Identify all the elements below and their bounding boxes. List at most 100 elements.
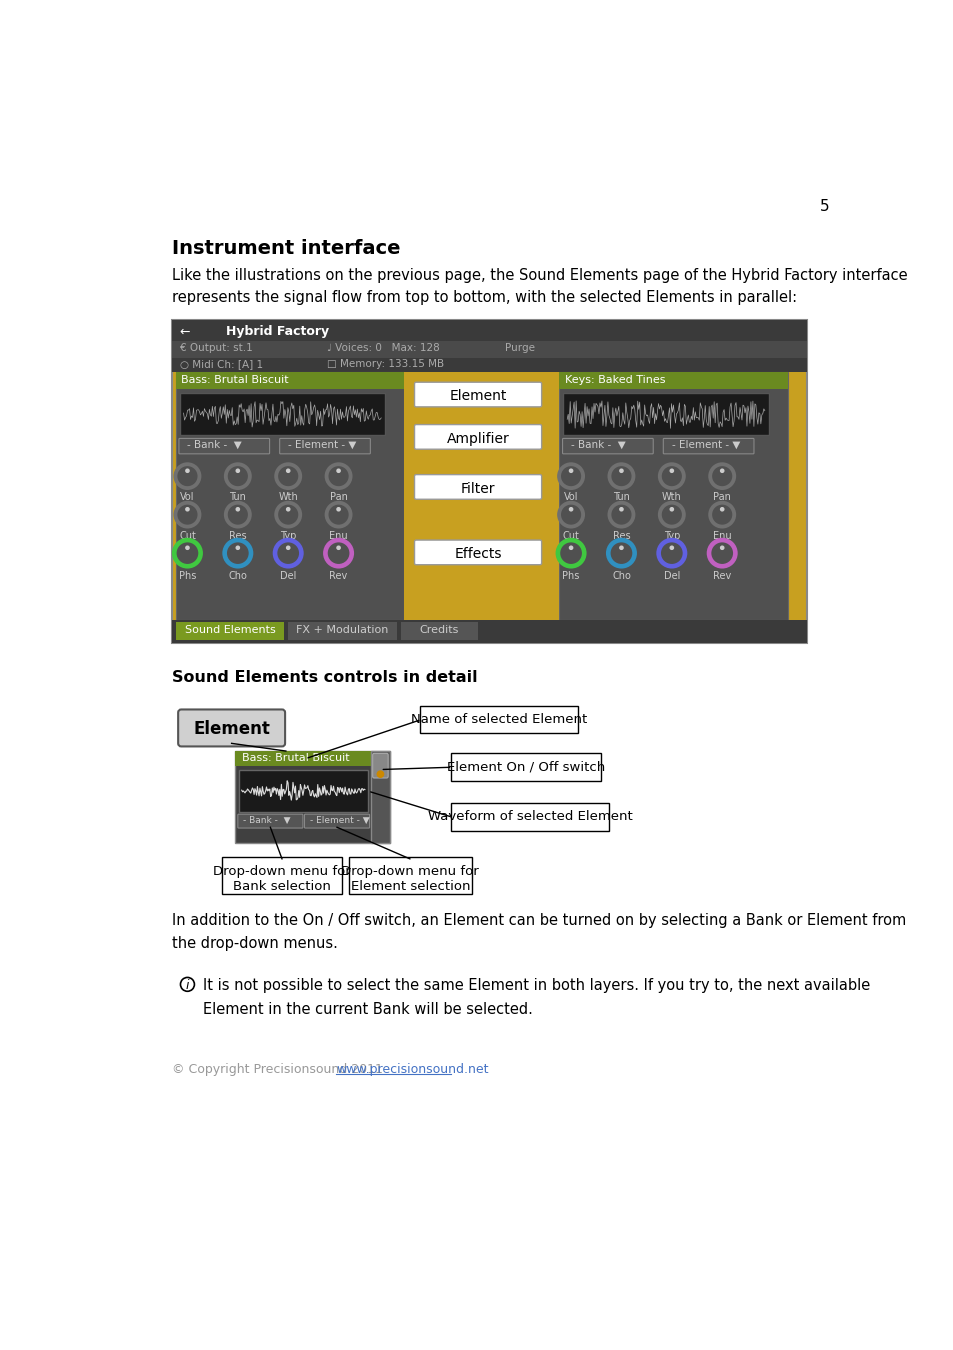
Bar [238,769,368,811]
Bar [404,373,558,620]
Text: - Bank -  ▼: - Bank - ▼ [243,815,291,825]
Text: Res: Res [229,531,247,541]
Circle shape [176,543,198,564]
Circle shape [228,466,248,486]
FancyBboxPatch shape [415,540,541,564]
Circle shape [711,543,732,564]
FancyBboxPatch shape [451,803,608,832]
Circle shape [222,537,253,568]
Circle shape [611,466,631,486]
Text: Typ: Typ [280,531,296,541]
Text: Keys: Baked Tines: Keys: Baked Tines [564,374,664,385]
FancyBboxPatch shape [279,439,370,454]
Circle shape [224,501,252,528]
Text: € Output: st.1: € Output: st.1 [179,343,253,352]
Circle shape [568,545,573,549]
Text: ♩ Voices: 0   Max: 128: ♩ Voices: 0 Max: 128 [327,343,439,352]
Bar [558,373,787,389]
Text: Wth: Wth [661,493,681,502]
Circle shape [661,466,681,486]
FancyBboxPatch shape [172,320,806,643]
Circle shape [328,505,348,525]
Text: Name of selected Element: Name of selected Element [411,713,586,725]
Circle shape [324,462,353,490]
FancyBboxPatch shape [373,753,388,778]
Circle shape [328,466,348,486]
Text: i: i [186,979,189,992]
Bar [172,358,806,373]
Circle shape [227,543,249,564]
Circle shape [224,462,252,490]
Circle shape [720,468,723,472]
FancyBboxPatch shape [178,710,285,747]
FancyBboxPatch shape [348,857,472,894]
FancyBboxPatch shape [237,814,303,828]
FancyBboxPatch shape [662,439,753,454]
Circle shape [235,508,240,512]
Circle shape [607,501,635,528]
Text: Cho: Cho [612,571,630,580]
Text: - Element - ▼: - Element - ▼ [310,815,369,825]
Text: Cut: Cut [179,531,195,541]
Bar [371,751,390,844]
Circle shape [707,501,736,528]
Text: Hybrid Factory: Hybrid Factory [226,325,329,339]
Circle shape [559,543,581,564]
Circle shape [278,505,298,525]
Text: ←: ← [179,325,190,339]
Circle shape [557,462,584,490]
Circle shape [274,462,302,490]
Circle shape [173,501,201,528]
FancyBboxPatch shape [222,857,341,894]
Circle shape [335,468,340,472]
Text: Pan: Pan [330,493,347,502]
Bar [172,320,806,342]
Circle shape [568,508,573,512]
Circle shape [605,537,637,568]
Circle shape [335,508,340,512]
Text: Typ: Typ [663,531,679,541]
Circle shape [669,545,674,549]
Text: Wth: Wth [278,493,297,502]
Circle shape [555,537,586,568]
Text: - Element - ▼: - Element - ▼ [671,440,740,450]
Text: Enu: Enu [329,531,348,541]
Circle shape [669,468,674,472]
Text: Purge: Purge [505,343,535,352]
Text: 5: 5 [819,198,828,213]
Text: In addition to the On / Off switch, an Element can be turned on by selecting a B: In addition to the On / Off switch, an E… [172,913,905,952]
Circle shape [661,505,681,525]
Text: Phs: Phs [562,571,579,580]
Circle shape [328,543,349,564]
Circle shape [286,545,291,549]
Text: Enu: Enu [712,531,731,541]
Circle shape [172,537,203,568]
Circle shape [711,505,732,525]
Circle shape [235,545,240,549]
Text: Credits: Credits [419,625,458,634]
Text: FX + Modulation: FX + Modulation [296,625,388,634]
Circle shape [173,462,201,490]
Circle shape [618,508,623,512]
Text: Drop-down menu for
Element selection: Drop-down menu for Element selection [341,865,478,892]
Text: www.precisionsound.net: www.precisionsound.net [335,1062,488,1076]
Circle shape [568,468,573,472]
Circle shape [618,468,623,472]
FancyBboxPatch shape [415,382,541,406]
Bar [235,751,371,767]
Bar [179,393,385,435]
Text: Vol: Vol [563,493,578,502]
Bar [235,751,390,844]
Text: Rev: Rev [329,571,347,580]
FancyBboxPatch shape [562,439,653,454]
Text: Element: Element [193,721,270,738]
Text: Drop-down menu for
Bank selection: Drop-down menu for Bank selection [213,865,351,892]
Text: Res: Res [612,531,630,541]
Circle shape [720,508,723,512]
Text: - Bank -  ▼: - Bank - ▼ [571,440,625,450]
Text: Del: Del [663,571,679,580]
Text: Bass: Brutal Biscuit: Bass: Brutal Biscuit [181,374,289,385]
Text: ○ Midi Ch: [A] 1: ○ Midi Ch: [A] 1 [179,359,262,369]
Text: - Element - ▼: - Element - ▼ [288,440,356,450]
Circle shape [658,501,685,528]
